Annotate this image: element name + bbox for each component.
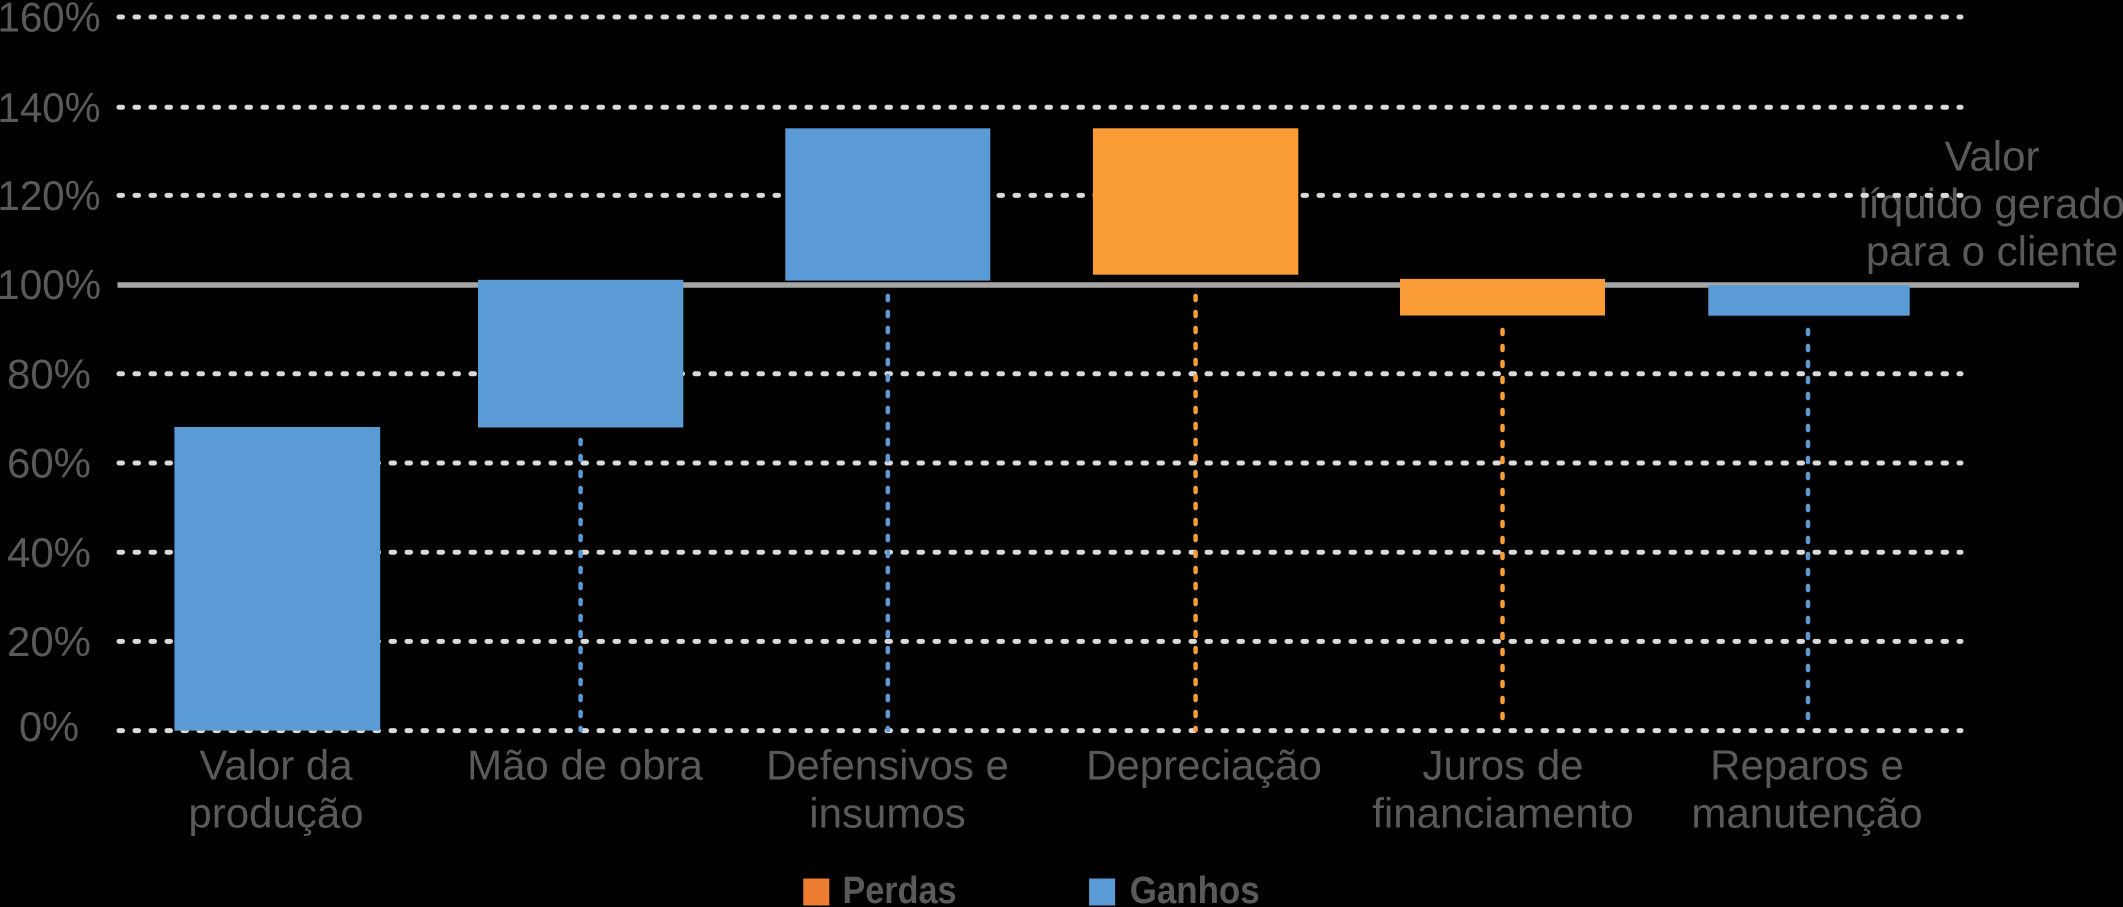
svg-text:Valor da: Valor da: [199, 742, 353, 789]
svg-text:0%: 0%: [19, 703, 79, 750]
svg-text:80%: 80%: [7, 350, 91, 397]
svg-text:120%: 120%: [0, 172, 101, 219]
svg-text:40%: 40%: [7, 529, 91, 576]
svg-text:líquido gerado: líquido gerado: [1859, 180, 2123, 227]
svg-text:100%: 100%: [0, 261, 101, 308]
svg-text:160%: 160%: [0, 0, 101, 41]
svg-text:Valor: Valor: [1945, 133, 2040, 180]
svg-text:Depreciação: Depreciação: [1086, 742, 1322, 789]
svg-text:Ganhos: Ganhos: [1130, 870, 1260, 907]
svg-text:produção: produção: [188, 790, 363, 837]
svg-text:manutenção: manutenção: [1691, 790, 1922, 837]
svg-text:20%: 20%: [7, 618, 91, 665]
svg-text:Mão de obra: Mão de obra: [467, 742, 703, 789]
svg-text:financiamento: financiamento: [1372, 790, 1634, 837]
svg-text:insumos: insumos: [809, 790, 965, 837]
svg-text:Reparos e: Reparos e: [1710, 742, 1904, 789]
svg-text:60%: 60%: [7, 440, 91, 487]
svg-text:Defensivos e: Defensivos e: [766, 742, 1009, 789]
svg-text:Perdas: Perdas: [843, 870, 957, 907]
svg-text:para o cliente: para o cliente: [1866, 228, 2118, 275]
svg-text:Juros de: Juros de: [1422, 742, 1583, 789]
svg-text:140%: 140%: [0, 84, 101, 131]
